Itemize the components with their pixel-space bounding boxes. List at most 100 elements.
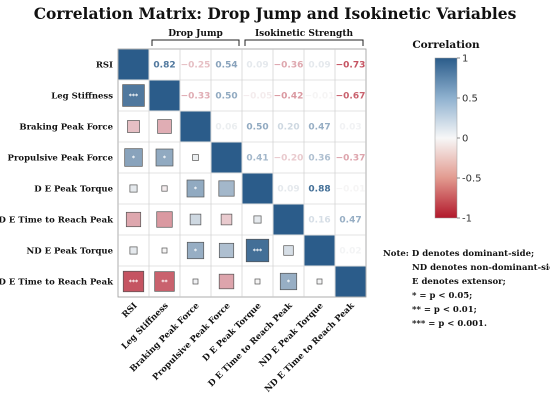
coefficient-label: 0.47 — [308, 123, 330, 133]
coefficient-label: −0.36 — [274, 61, 304, 71]
diagonal-cell — [211, 142, 242, 173]
coefficient-label: −0.33 — [181, 92, 211, 102]
correlation-square — [186, 241, 205, 260]
coefficient-label: −0.67 — [336, 92, 366, 102]
correlation-square — [156, 211, 173, 228]
correlation-square — [125, 211, 142, 228]
coefficient-label: 0.09 — [246, 61, 268, 71]
correlation-square — [124, 148, 143, 167]
coefficient-label: 0.36 — [308, 154, 330, 164]
correlation-square — [218, 273, 235, 290]
row-label: D E Peak Torque — [34, 185, 113, 195]
correlation-square — [122, 270, 145, 293]
correlation-square — [279, 272, 298, 291]
correlation-square — [186, 179, 205, 198]
coefficient-label: 0.09 — [308, 61, 330, 71]
correlation-square — [157, 119, 172, 134]
correlation-square — [154, 271, 175, 292]
colorbar-tick-label: 1 — [462, 54, 468, 65]
coefficient-label: 0.50 — [215, 92, 237, 102]
correlation-square — [220, 213, 233, 226]
note-line: * = p < 0.05; — [412, 291, 472, 301]
row-label: Propulsive Peak Force — [8, 154, 114, 164]
correlation-square — [218, 180, 235, 197]
correlation-square — [253, 215, 262, 224]
colorbar-tick-label: -1 — [462, 214, 472, 225]
diagonal-cell — [149, 80, 180, 111]
colorbar-tick-label: 0 — [462, 134, 468, 145]
correlation-square — [161, 247, 168, 254]
row-label: ND E Peak Torque — [27, 247, 114, 257]
coefficient-label: −0.25 — [181, 61, 211, 71]
group-label: Isokinetic Strength — [255, 29, 354, 39]
correlation-square — [283, 245, 294, 256]
column-label: D E Peak Torque — [201, 301, 264, 364]
diagonal-cell — [242, 173, 273, 204]
coefficient-label: 0.16 — [308, 216, 330, 226]
row-label: D E Time to Reach Peak — [0, 216, 114, 226]
correlation-square — [189, 213, 202, 226]
significance-stars: *** — [129, 93, 139, 100]
note-line: Note: D denotes dominant-side; — [383, 249, 534, 259]
column-label: RSI — [120, 301, 139, 320]
coefficient-label: −0.73 — [336, 61, 366, 71]
matrix-cells: 0.82 −0.25 0.54 0.09 −0.36 0.09 −0.73*** −0.33 0… — [118, 49, 366, 297]
row-label: RSI — [96, 61, 113, 71]
correlation-square — [129, 184, 138, 193]
coefficient-label: −0.01 — [336, 185, 366, 195]
chart-title: Correlation Matrix: Drop Jump and Isokin… — [34, 4, 517, 23]
coefficient-label: 0.88 — [308, 185, 330, 195]
coefficient-label: −0.42 — [274, 92, 304, 102]
significance-stars: * — [163, 155, 167, 162]
significance-stars: * — [194, 248, 198, 255]
coefficient-label: −0.01 — [305, 92, 335, 102]
correlation-square — [245, 238, 270, 263]
colorbar-gradient — [434, 57, 458, 219]
coefficient-label: −0.20 — [274, 154, 304, 164]
group-bracket — [244, 39, 364, 46]
correlation-square — [192, 154, 199, 161]
coefficient-label: 0.41 — [246, 154, 268, 164]
coefficient-label: 0.06 — [215, 123, 237, 133]
colorbar-legend: Correlation 1 0.5 0 -0.5 -1 — [412, 39, 481, 225]
significance-stars: * — [132, 155, 136, 162]
coefficient-label: −0.37 — [336, 154, 366, 164]
coefficient-label: 0.50 — [246, 123, 268, 133]
correlation-square — [218, 242, 235, 259]
correlation-square — [192, 278, 199, 285]
colorbar-title: Correlation — [412, 39, 480, 51]
correlation-square — [161, 185, 168, 192]
row-label: ND E Time to Reach Peak — [0, 278, 114, 288]
significance-stars: ** — [161, 279, 168, 286]
correlation-square — [254, 278, 261, 285]
coefficient-label: 0.02 — [339, 247, 361, 257]
note-line: *** = p < 0.001. — [412, 319, 487, 329]
notes: Note: D denotes dominant-side; ND denotes… — [383, 249, 550, 329]
significance-stars: * — [287, 279, 291, 286]
significance-stars: *** — [129, 279, 139, 286]
group-label: Drop Jump — [168, 29, 223, 39]
coefficient-label: 0.54 — [215, 61, 237, 71]
coefficient-label: −0.05 — [243, 92, 273, 102]
colorbar-tick-label: -0.5 — [462, 174, 482, 185]
diagonal-cell — [304, 235, 335, 266]
row-labels: RSI Leg Stiffness Braking Peak Force Propul… — [0, 61, 114, 288]
coefficient-label: 0.82 — [153, 61, 175, 71]
diagonal-cell — [118, 49, 149, 80]
coefficient-label: 0.03 — [339, 123, 361, 133]
diagonal-cell — [335, 266, 366, 297]
significance-stars: *** — [253, 248, 263, 255]
correlation-square — [127, 120, 140, 133]
diagonal-cell — [180, 111, 211, 142]
note-line: E denotes extensor; — [412, 277, 506, 287]
note-line: ND denotes non-dominant-side; — [412, 263, 550, 273]
note-line: ** = p < 0.01; — [412, 305, 477, 315]
significance-stars: * — [194, 186, 198, 193]
coefficient-label: 0.09 — [277, 185, 299, 195]
coefficient-label: 0.47 — [339, 216, 361, 226]
correlation-square — [155, 148, 174, 167]
coefficient-label: 0.20 — [277, 123, 299, 133]
diagonal-cell — [273, 204, 304, 235]
